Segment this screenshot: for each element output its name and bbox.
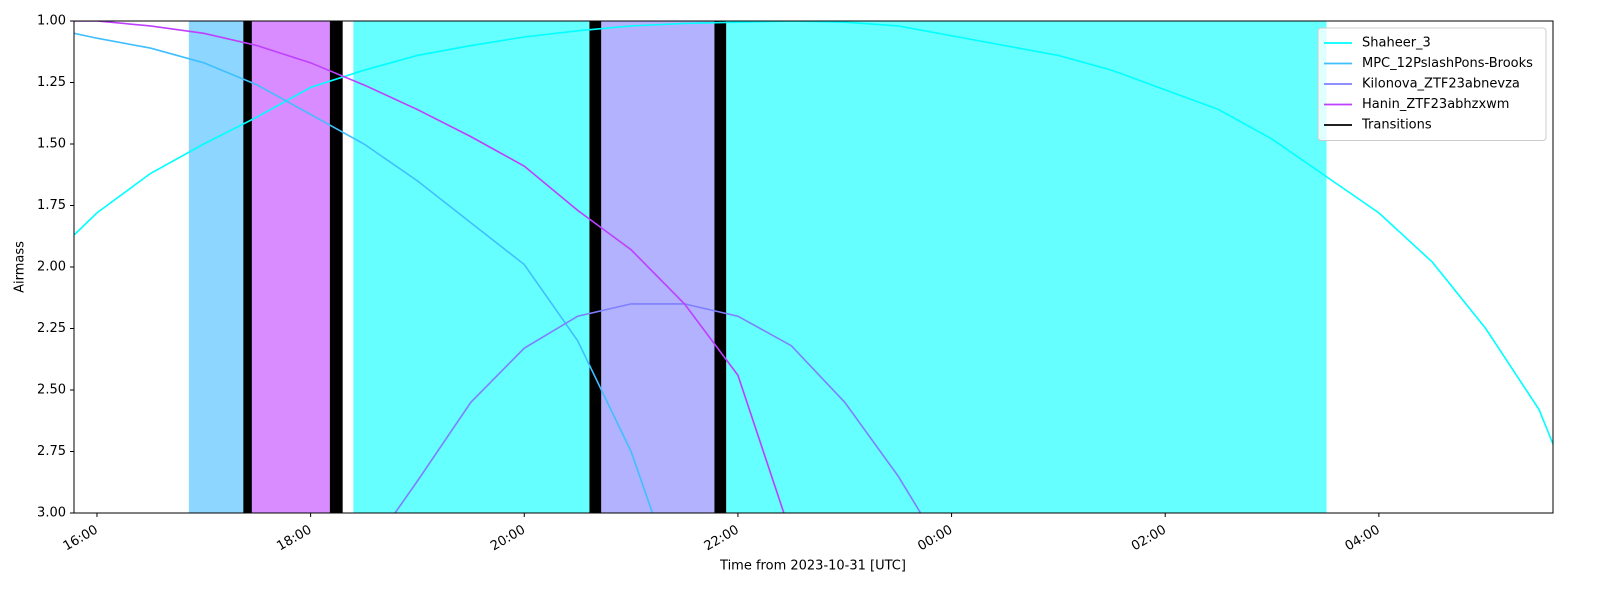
transition bbox=[589, 21, 602, 513]
legend-label: Kilonova_ZTF23abnevza bbox=[1362, 77, 1520, 92]
y-tick-label: 1.25 bbox=[37, 75, 66, 90]
airmass-curve bbox=[74, 32, 654, 513]
legend-label: Hanin_ZTF23abhzxwm bbox=[1362, 97, 1509, 112]
transition bbox=[714, 21, 727, 513]
x-tick-label: 02:00 bbox=[1129, 523, 1169, 555]
legend-label: MPC_12PslashPons-Brooks bbox=[1362, 56, 1533, 71]
y-tick-label: 2.25 bbox=[37, 321, 66, 336]
legend-label: Shaheer_3 bbox=[1362, 36, 1431, 51]
y-tick-label: 1.00 bbox=[37, 14, 66, 29]
x-tick-label: 18:00 bbox=[274, 523, 314, 555]
y-tick-label: 2.50 bbox=[37, 383, 66, 398]
observation-block bbox=[726, 21, 1327, 513]
airmass-curve bbox=[394, 303, 922, 513]
x-axis-label: Time from 2023-10-31 [UTC] bbox=[719, 559, 906, 574]
transition bbox=[329, 21, 343, 513]
y-tick-label: 3.00 bbox=[37, 506, 66, 521]
plot-area bbox=[74, 21, 1553, 513]
x-tick-label: 04:00 bbox=[1343, 523, 1383, 555]
observation-block bbox=[601, 21, 715, 513]
x-tick-label: 22:00 bbox=[702, 523, 742, 555]
x-tick-label: 20:00 bbox=[488, 523, 528, 555]
legend-label: Transitions bbox=[1361, 118, 1432, 133]
observation-block bbox=[251, 21, 330, 513]
legend-frame bbox=[1317, 27, 1547, 141]
y-tick-label: 2.00 bbox=[37, 260, 66, 275]
transition bbox=[243, 21, 252, 513]
airmass-curve bbox=[74, 21, 785, 513]
y-tick-label: 1.75 bbox=[37, 198, 66, 213]
observation-block bbox=[188, 21, 244, 513]
airmass-curve bbox=[74, 21, 1553, 445]
x-tick-label: 16:00 bbox=[61, 523, 101, 555]
observation-block bbox=[353, 21, 590, 513]
y-tick-label: 1.50 bbox=[37, 137, 66, 152]
x-tick-label: 00:00 bbox=[915, 523, 955, 555]
y-axis-label: Airmass bbox=[13, 241, 28, 293]
legend: Shaheer_3 MPC_12PslashPons-Brooks Kilonova… bbox=[1317, 27, 1547, 141]
y-tick-label: 2.75 bbox=[37, 444, 66, 459]
